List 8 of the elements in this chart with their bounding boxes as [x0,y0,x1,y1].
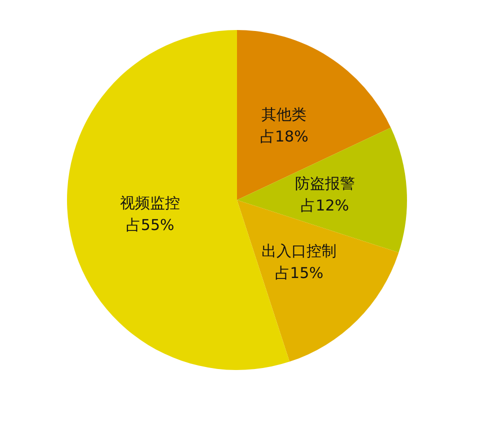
data-label: 占15% [275,264,324,282]
slice-label: 其他类 [262,106,307,124]
data-label: 占55% [126,216,174,234]
slice-label: 防盗报警 [294,174,355,192]
slice-label: 出入口控制 [262,242,337,260]
slice-label: 视频监控 [120,194,180,212]
data-label: 占12% [300,196,349,214]
data-label: 占18% [260,128,308,146]
